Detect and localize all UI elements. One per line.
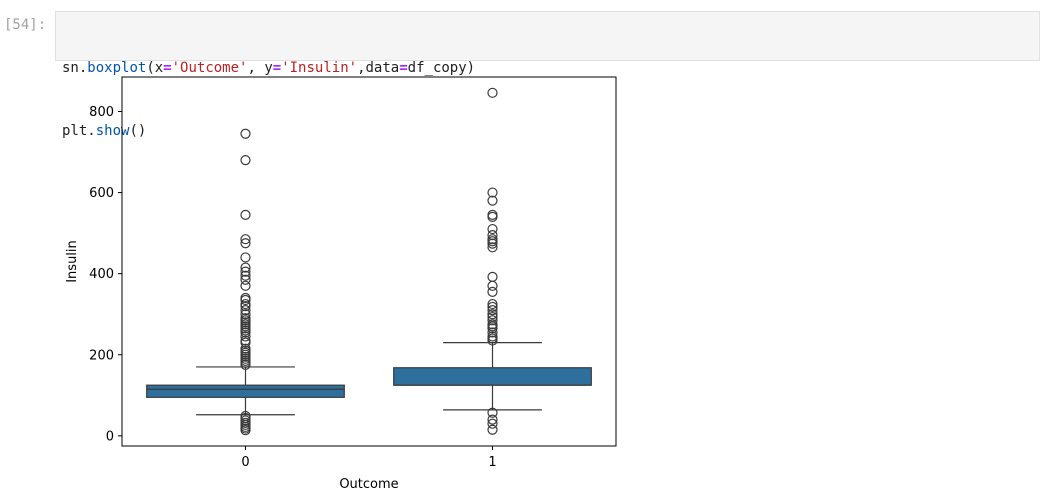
outlier-point [487,280,498,291]
boxes-layer [146,87,592,436]
outlier-point [240,274,251,285]
x-tick-label: 0 [241,455,249,470]
y-axis: 0 200 400 600 800 [89,105,122,444]
outlier-point [487,195,498,206]
outlier-point [240,417,251,428]
outlier-point [487,305,498,316]
outlier-point [240,410,251,422]
outlier-point [487,209,498,220]
outlier-point [240,280,251,291]
outlier-point [240,298,251,310]
y-tick-label: 400 [89,267,114,282]
outlier-point [487,331,498,342]
outlier-point [240,331,251,342]
outlier-point [487,319,498,330]
outlier-point [240,343,251,354]
outlier-point [240,209,251,220]
outlier-point [240,234,251,245]
outlier-point [240,309,251,320]
outlier-point [240,292,251,304]
code-token: boxplot [87,60,147,76]
code-token: = [163,60,172,76]
outlier-point [487,271,498,283]
outlier-point [487,223,498,235]
y-tick-label: 800 [89,105,114,120]
code-token: . [87,123,96,139]
iqr-box [393,367,592,386]
outlier-point [240,262,251,273]
iqr-box [146,384,345,398]
x-tick-label: 1 [488,455,496,470]
code-line: plt.show() [62,121,1039,142]
code-token: df_copy) [407,60,476,76]
outlier-point [487,230,498,241]
y-tick-label: 0 [106,429,114,444]
code-token: . [78,60,88,76]
outlier-point [240,155,251,166]
code-token: = [272,60,282,76]
code-token: , y [247,60,273,76]
code-token: = [399,60,408,76]
outlier-point [240,238,251,249]
cell-prompt: [54]: [4,17,47,33]
outlier-point [240,305,251,316]
code-cell[interactable]: sn.boxplot(x='Outcome', y='Insulin',data… [55,11,1040,139]
outlier-point [487,87,498,98]
outlier-point [240,270,251,281]
code-token: 'Insulin' [281,60,358,76]
outlier-point [487,286,498,298]
outlier-point [487,315,498,326]
outlier-point [487,424,498,435]
code-line: sn.boxplot(x='Outcome', y='Insulin',data… [62,58,1039,79]
y-axis-label: Insulin [65,240,80,283]
code-token: 'Outcome' [171,60,248,76]
outlier-point [487,327,498,338]
code-token: plt [62,123,88,139]
outlier-point [240,415,251,426]
code-token: sn [62,60,79,76]
outlier-point [487,211,498,222]
outlier-point [240,128,251,139]
code-token: ,data [357,60,400,76]
y-tick-label: 600 [89,186,114,201]
outlier-point [487,242,498,253]
x-axis-label: Outcome [339,477,398,492]
plot-frame [121,76,617,447]
outlier-point [487,187,498,198]
outlier-point [240,266,251,277]
outlier-point [240,252,251,263]
code-token: () [129,123,147,139]
outlier-point [487,407,498,418]
outlier-point [487,298,498,310]
code-token: (x [146,60,164,76]
outlier-point [240,313,251,324]
y-tick-label: 200 [89,348,114,363]
outlier-point [487,309,498,320]
outlier-point [487,418,498,429]
code-token: show [95,123,130,139]
outlier-point [240,335,251,346]
outlier-point [487,414,498,425]
outlier-point [487,301,498,313]
outlier-point [487,311,498,323]
outlier-point [487,234,498,245]
